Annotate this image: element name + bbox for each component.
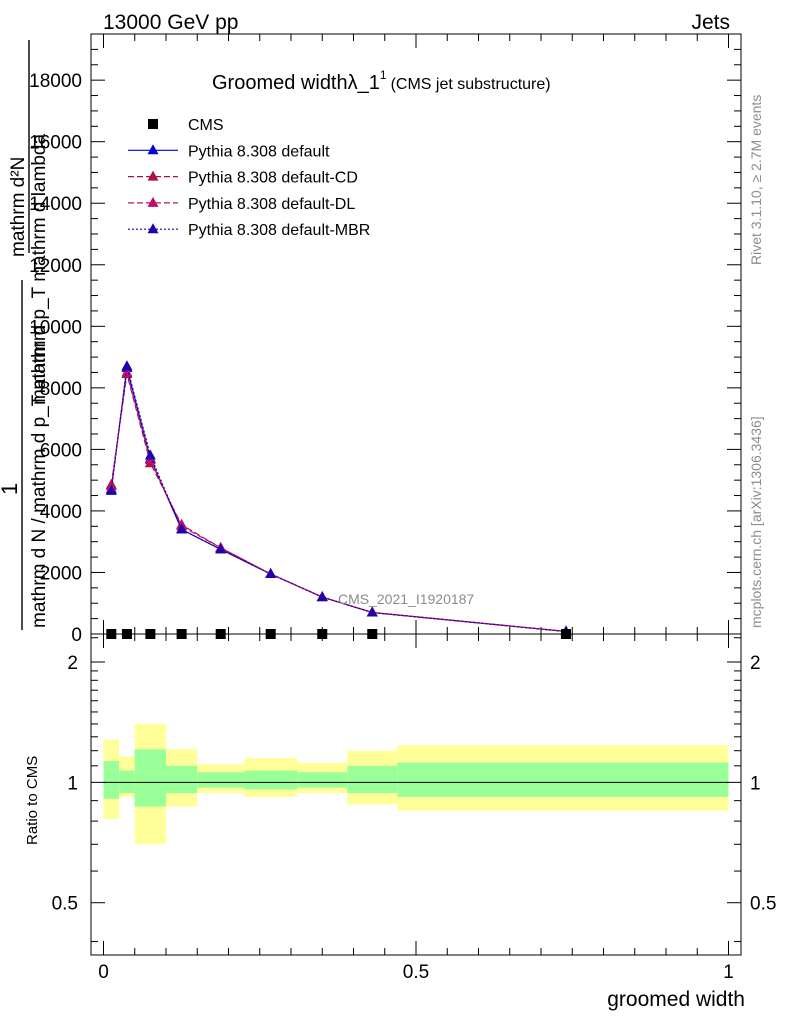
- main-y-tick-label: 0: [71, 625, 82, 646]
- ratio-y-label: Ratio to CMS: [24, 756, 41, 845]
- ratio-band-inner: [103, 761, 120, 799]
- series-point-mbr: [105, 484, 117, 495]
- series-point-dl: [121, 366, 133, 377]
- ratio-band-inner: [166, 765, 198, 794]
- legend-marker-cd: [147, 170, 159, 181]
- main-y-tick-label: 16000: [29, 133, 82, 154]
- legend: CMS Pythia 8.308 default Pythia 8.308 defa…: [128, 117, 370, 239]
- ratio-band-inner: [347, 765, 398, 794]
- main-y-tick-label: 6000: [40, 440, 82, 461]
- ratio-y-tick-label: 1: [67, 773, 78, 794]
- ratio-band-inner: [244, 770, 298, 790]
- main-y-tick-label: 14000: [29, 194, 82, 215]
- ratio-band-inner: [134, 749, 166, 807]
- ylabel-line-2: mathrm d p_T mathrm d lambda: [29, 134, 50, 405]
- ylabel-line-3: 1: [0, 483, 22, 495]
- legend-label: Pythia 8.308 default: [188, 143, 330, 160]
- x-axis-label: groomed width: [607, 988, 745, 1011]
- main-y-tick-label: 2000: [40, 563, 82, 584]
- ratio-y-axis: 0.5 0.5 1 1 2 2: [52, 637, 776, 942]
- main-y-tick-label: 10000: [29, 317, 82, 338]
- main-x-ticks: [103, 34, 729, 634]
- x-tick-label: 0.5: [403, 962, 429, 983]
- main-y-tick-label: 12000: [29, 256, 82, 277]
- x-tick-label: 0: [98, 962, 109, 983]
- ratio-bands: [103, 723, 729, 845]
- legend-marker-dl: [147, 196, 159, 207]
- main-series: [105, 360, 572, 636]
- ratio-y-tick-label: 0.5: [52, 894, 78, 915]
- ylabel-line-4: mathrm d N / mathrm d p_T mathrm: [29, 325, 50, 628]
- legend-label: Pythia 8.308 default-DL: [188, 196, 355, 213]
- plot-title: Groomed widthλ_11 (CMS jet substructure): [212, 68, 551, 94]
- plot-title-sub: (CMS jet substructure): [391, 76, 551, 93]
- ratio-y-tick-label-right: 1: [750, 773, 761, 794]
- series-point-mbr: [215, 543, 227, 554]
- main-y-label: mathrm d²N mathrm d p_T mathrm d lambda …: [0, 40, 50, 630]
- ratio-band-inner: [197, 772, 245, 788]
- ratio-band-inner: [297, 772, 348, 788]
- plot-title-sup: 1: [380, 68, 387, 82]
- series-point-mbr: [121, 360, 133, 371]
- ratio-x-axis: 0 0.5 1: [98, 634, 734, 983]
- ratio-y-tick-label: 2: [67, 653, 78, 674]
- ratio-band-inner: [397, 762, 729, 797]
- header-right: Jets: [691, 11, 730, 34]
- series-point-mbr: [265, 568, 277, 578]
- ratio-y-tick-label-right: 0.5: [750, 894, 776, 915]
- ratio-band-inner: [119, 770, 135, 794]
- main-y-tick-label: 8000: [40, 379, 82, 400]
- header-left: 13000 GeV pp: [103, 11, 238, 34]
- legend-label: Pythia 8.308 default-CD: [188, 170, 358, 187]
- legend-marker-cms: [148, 119, 158, 129]
- series-point-mbr: [316, 591, 328, 602]
- main-panel: 0 2000 4000 6000 8000 10000 12000 14000 16000 180…: [0, 33, 742, 646]
- mcplots-label: mcplots.cern.ch [arXiv:1306.3436]: [748, 416, 764, 628]
- ylabel-line-1: mathrm d²N: [8, 157, 29, 257]
- legend-label: CMS: [188, 117, 224, 134]
- rivet-label: Rivet 3.1.10, ≥ 2.7M events: [748, 95, 764, 265]
- main-y-axis: 0 2000 4000 6000 8000 10000 12000 14000 16000 180…: [29, 48, 741, 646]
- plot-title-main: Groomed widthλ_1: [212, 72, 380, 94]
- main-y-tick-label: 18000: [29, 71, 82, 92]
- legend-marker-mbr: [147, 223, 159, 234]
- series-point-mbr: [176, 523, 188, 534]
- series-point-mbr: [144, 449, 156, 460]
- x-tick-label: 1: [723, 962, 734, 983]
- legend-marker-default: [147, 144, 159, 155]
- series-point-mbr: [366, 606, 378, 617]
- legend-label: Pythia 8.308 default-MBR: [188, 222, 370, 239]
- ratio-y-tick-label-right: 2: [750, 653, 761, 674]
- main-y-tick-label: 4000: [40, 502, 82, 523]
- ratio-panel: 0.5 0.51 12 2 0 0.5 1 Ratio to CMS groomed wi…: [24, 633, 776, 1011]
- watermark: CMS_2021_I1920187: [338, 591, 474, 607]
